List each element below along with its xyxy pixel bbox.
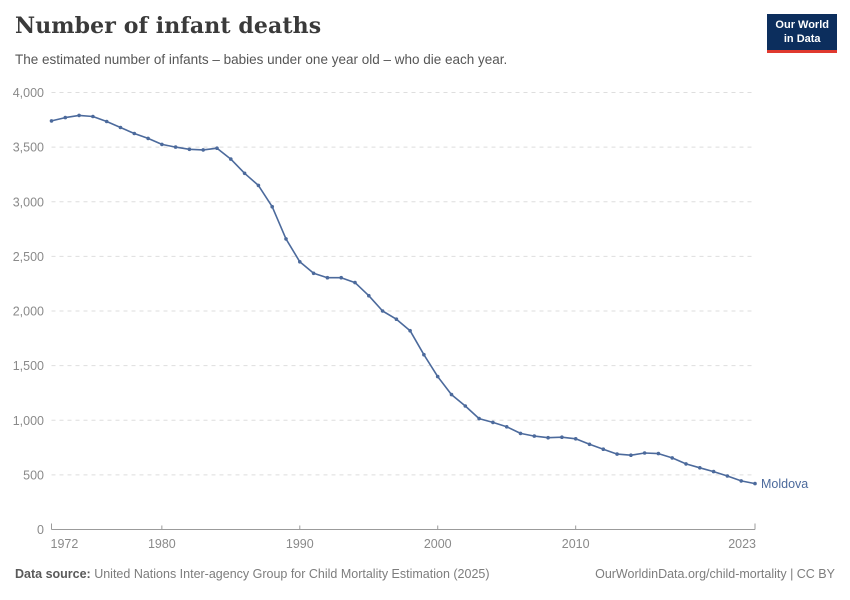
- data-point: [573, 437, 578, 441]
- y-axis-tick-label: 3,000: [13, 195, 44, 209]
- data-point: [311, 271, 316, 276]
- series-end-label: Moldova: [761, 477, 808, 491]
- data-point: [49, 119, 54, 123]
- x-axis-tick-label: 1980: [148, 537, 176, 551]
- data-point: [642, 451, 647, 455]
- chart-footer: Data source: United Nations Inter-agency…: [15, 567, 835, 581]
- data-point: [242, 171, 247, 176]
- data-point: [380, 309, 385, 313]
- data-point: [725, 474, 730, 478]
- data-point: [449, 392, 454, 397]
- x-axis-tick-label: 2023: [728, 537, 756, 551]
- data-point: [670, 456, 674, 460]
- data-point: [367, 293, 371, 298]
- data-point: [325, 275, 330, 280]
- data-point: [160, 142, 164, 147]
- data-point: [77, 113, 81, 118]
- data-point: [491, 420, 495, 425]
- data-point: [91, 114, 95, 119]
- data-point: [146, 136, 150, 141]
- data-point: [711, 469, 716, 474]
- y-axis-tick-label: 500: [23, 468, 44, 482]
- data-point: [270, 204, 275, 209]
- data-point: [587, 442, 592, 447]
- chart-subtitle: The estimated number of infants – babies…: [15, 52, 508, 67]
- data-point: [601, 447, 606, 452]
- data-point: [532, 434, 537, 438]
- data-point: [298, 260, 302, 264]
- x-axis-tick-label: 2000: [424, 537, 452, 551]
- data-point: [408, 328, 412, 333]
- y-axis-tick-label: 2,500: [13, 250, 44, 264]
- data-point: [739, 479, 743, 483]
- page-title: Number of infant deaths: [15, 13, 322, 39]
- data-point: [256, 183, 261, 188]
- owid-logo[interactable]: Our World in Data: [767, 14, 837, 53]
- data-point: [656, 451, 661, 456]
- data-point: [435, 374, 440, 379]
- data-point: [698, 466, 702, 470]
- data-point: [173, 145, 178, 149]
- data-point: [201, 148, 205, 152]
- owid-logo-line2: in Data: [783, 32, 821, 45]
- y-axis-tick-label: 4,000: [13, 86, 44, 100]
- data-point: [394, 317, 399, 322]
- y-axis-tick-label: 2,000: [13, 305, 44, 319]
- data-point: [284, 237, 288, 241]
- data-line-moldova: [50, 114, 756, 485]
- data-source-label: Data source:: [15, 567, 91, 581]
- data-point: [546, 435, 550, 440]
- data-point: [684, 462, 688, 466]
- data-point: [477, 416, 481, 421]
- data-point: [629, 453, 633, 458]
- data-point: [463, 404, 468, 408]
- data-point: [215, 146, 219, 150]
- data-source-text: United Nations Inter-agency Group for Ch…: [90, 567, 490, 581]
- y-axis-tick-label: 3,500: [13, 141, 44, 155]
- x-axis-tick-label: 1972: [51, 537, 79, 551]
- data-point: [229, 157, 233, 161]
- data-point: [63, 115, 68, 120]
- x-axis-tick-label: 2010: [562, 537, 590, 551]
- data-point: [118, 125, 123, 130]
- x-axis-tick-label: 1990: [286, 537, 314, 551]
- y-axis-tick-label: 1,000: [13, 414, 44, 428]
- data-point: [187, 147, 192, 152]
- data-point: [132, 131, 137, 136]
- data-point: [104, 119, 109, 124]
- data-point: [504, 425, 509, 429]
- data-point: [753, 481, 757, 486]
- data-point: [518, 431, 523, 436]
- y-axis-tick-label: 0: [37, 523, 44, 537]
- data-point: [353, 280, 357, 285]
- data-point: [422, 352, 426, 357]
- data-point: [615, 452, 619, 456]
- data-source-note: Data source: United Nations Inter-agency…: [15, 567, 490, 581]
- y-axis-tick-label: 1,500: [13, 359, 44, 373]
- data-point: [339, 275, 344, 280]
- data-point: [560, 435, 564, 440]
- owid-logo-line1: Our World: [775, 19, 829, 31]
- attribution-link[interactable]: OurWorldinData.org/child-mortality | CC …: [595, 567, 835, 581]
